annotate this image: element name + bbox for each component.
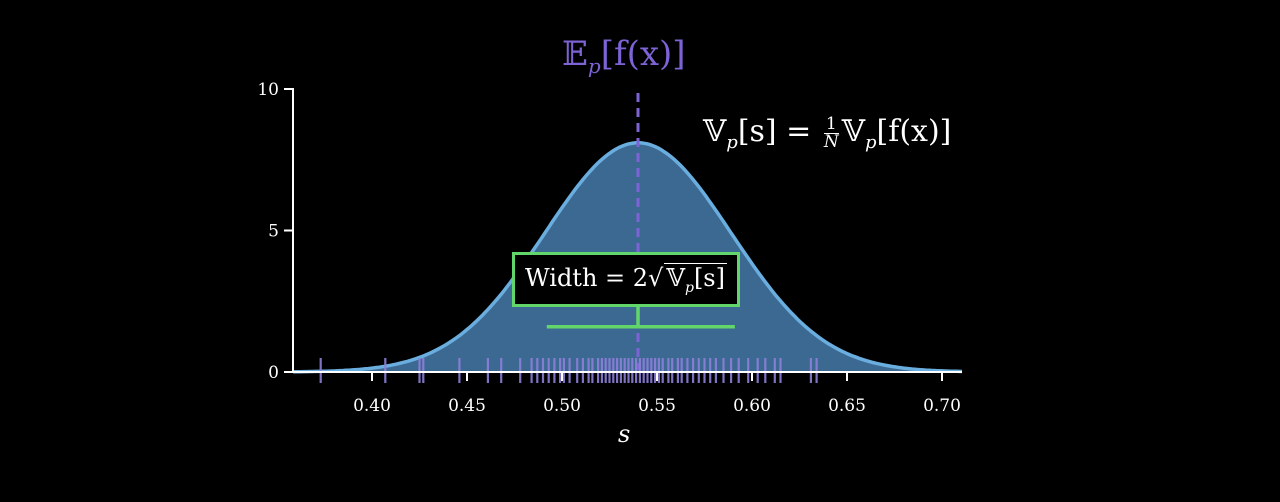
x-tick-label: 0.70 <box>923 396 961 416</box>
mean-argument: [f(x)] <box>600 34 686 74</box>
width-annotation: Width = 2√ 𝕍p[s] <box>525 263 727 296</box>
y-tick-label: 5 <box>268 222 279 242</box>
variance-subscript-2: p <box>864 132 877 153</box>
x-tick-label: 0.60 <box>733 396 771 416</box>
variance-subscript: p <box>726 132 738 153</box>
x-axis-label: s <box>618 420 631 448</box>
x-tick-label: 0.50 <box>543 396 581 416</box>
y-tick-label: 0 <box>268 363 279 383</box>
x-tick-label: 0.45 <box>448 396 486 416</box>
fraction-denominator: N <box>823 131 839 152</box>
sqrt-radicand: 𝕍p[s] <box>664 263 727 296</box>
mean-symbol: 𝔼 <box>562 34 588 74</box>
variance-argument-2: [f(x)] <box>876 114 952 149</box>
x-tick-label: 0.55 <box>638 396 676 416</box>
axes-layer: 0 5 10 0.40 0.45 0.50 0.55 0.60 0.65 0.70 <box>257 80 962 416</box>
x-tick-label: 0.40 <box>353 396 391 416</box>
x-tick-label: 0.65 <box>828 396 866 416</box>
variance-annotation: 𝕍p[s] = 1 N 𝕍p[f(x)] <box>703 114 951 153</box>
density-curve-line <box>292 141 963 374</box>
width-prefix: Width = 2 <box>525 264 649 293</box>
width-argument: [s] <box>693 264 725 293</box>
variance-argument: [s] = <box>737 114 821 149</box>
variance-symbol: 𝕍 <box>703 114 727 149</box>
fraction-numerator: 1 <box>823 113 839 134</box>
width-variance-symbol: 𝕍 <box>666 264 685 293</box>
width-subscript: p <box>684 279 694 296</box>
width-annotation-box: Width = 2√ 𝕍p[s] <box>512 252 740 307</box>
sqrt-sign: √ <box>648 264 664 293</box>
sample-rug-layer <box>319 358 818 383</box>
mean-subscript: p <box>587 53 601 78</box>
variance-symbol-2: 𝕍 <box>841 114 865 149</box>
overlay-layer <box>546 306 735 329</box>
mean-annotation: 𝔼p[f(x)] <box>562 34 686 78</box>
y-tick-label: 10 <box>257 80 279 100</box>
